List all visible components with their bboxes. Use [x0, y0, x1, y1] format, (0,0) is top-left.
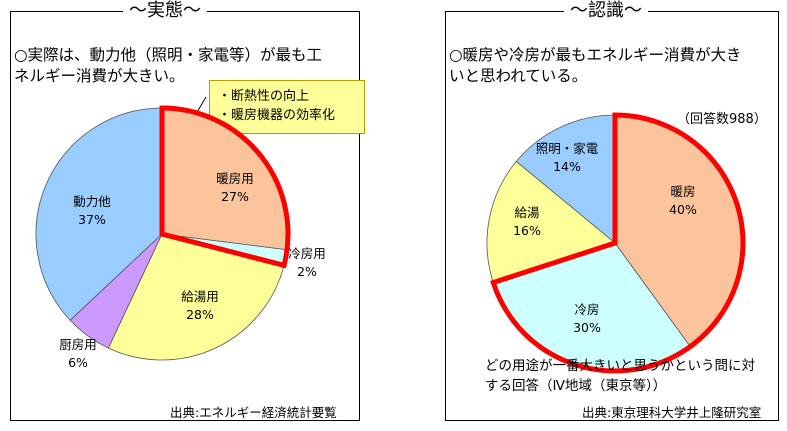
- actual-highlight-outline: [159, 105, 291, 269]
- perception-lead-text: ○暖房や冷房が最もエネルギー消費が大き いと思われている。: [449, 46, 742, 85]
- actual-slice-2-label: 給湯用: [181, 289, 219, 304]
- actual-slice-0-label: 暖房用: [216, 171, 254, 186]
- perception-slice-2-label: 給湯: [514, 205, 539, 220]
- perception-slice-1-label: 冷房: [574, 302, 599, 317]
- actual-slice-1-value: 2%: [297, 264, 317, 279]
- respondent-count: （回答数988）: [677, 112, 767, 127]
- actual-slice-2-value: 28%: [186, 307, 214, 322]
- callout-line-heater-efficiency: ・暖房機器の効率化: [218, 108, 336, 123]
- actual-slice-1-label: 冷房用: [288, 246, 326, 261]
- perception-source-note: 出典:東京理科大学井上隆研究室: [582, 405, 762, 420]
- actual-panel-title: ～実態～: [123, 1, 207, 21]
- actual-slice-2: [107, 233, 285, 361]
- callout-line-insulation: ・断熱性の向上: [218, 89, 310, 104]
- perception-highlight-outline: [490, 112, 746, 374]
- perception-slice-3-label: 照明・家電: [536, 141, 599, 156]
- perception-slice-0-value: 40%: [669, 202, 697, 217]
- perception-slice-3-value: 14%: [553, 159, 581, 174]
- actual-slice-3-label: 厨房用: [59, 337, 97, 352]
- perception-slice-3: [515, 114, 616, 244]
- perception-slice-0-label: 暖房: [670, 184, 695, 199]
- actual-slice-4-label: 動力他: [73, 194, 111, 209]
- perception-slice-2-value: 16%: [513, 223, 541, 238]
- actual-lead-text: ○実際は、動力他（照明・家電等）が最も工 ネルギー消費が大きい。: [14, 46, 323, 85]
- actual-pie: [35, 105, 291, 361]
- perception-pie: [486, 112, 746, 374]
- actual-slice-4-value: 37%: [78, 212, 106, 227]
- improvement-callout: ・断熱性の向上 ・暖房機器の効率化: [209, 80, 365, 134]
- actual-slice-0-value: 27%: [221, 189, 249, 204]
- actual-panel: ～実態～ ○実際は、動力他（照明・家電等）が最も工 ネルギー消費が大きい。 ・断…: [10, 1, 365, 421]
- perception-panel-title: ～認識～: [564, 1, 648, 21]
- perception-footnote: どの用途が一番大きいと思うかという問に対 する回答（Ⅳ地域（東京等））: [485, 358, 755, 394]
- actual-slice-3-value: 6%: [68, 355, 88, 370]
- actual-source-note: 出典:エネルギー経済統計要覧: [170, 405, 337, 420]
- perception-slice-1-value: 30%: [573, 320, 601, 335]
- actual-slice-4: [35, 107, 163, 321]
